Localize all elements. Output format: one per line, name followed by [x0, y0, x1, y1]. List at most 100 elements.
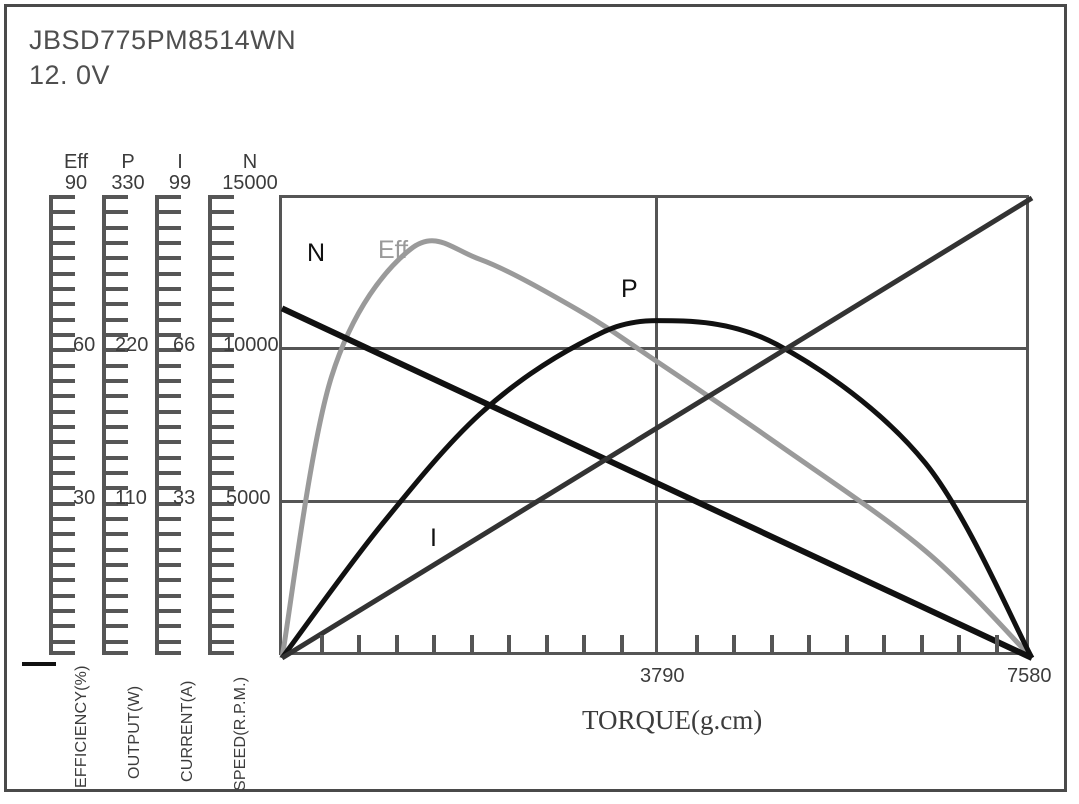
- x-axis-tick: [357, 635, 361, 652]
- scale-tick: [212, 651, 234, 655]
- scale-tick: [159, 256, 181, 260]
- scale-tick: [212, 410, 234, 414]
- motor-voltage-title: 12. 0V: [29, 59, 111, 90]
- scale-tick: [212, 486, 234, 490]
- scale-tick: [212, 256, 234, 260]
- scale-tick: [212, 425, 234, 429]
- x-axis-tick: [432, 635, 436, 652]
- scale-tick: [106, 302, 128, 306]
- scale-tick: [106, 471, 128, 475]
- scale-tick: [53, 640, 75, 644]
- scale-tick: [159, 532, 181, 536]
- curve-canvas: [279, 195, 1035, 661]
- scale-tick: [212, 548, 234, 552]
- scale-tick: [106, 379, 128, 383]
- scale-tick: [53, 226, 75, 230]
- x-axis-tick: [545, 635, 549, 652]
- scale-tick: [212, 318, 234, 322]
- scale-tick: [212, 517, 234, 521]
- scale-tick: [53, 333, 75, 337]
- scale-tick: [53, 364, 75, 368]
- scale-tick: [106, 456, 128, 460]
- scale-tick: [212, 210, 234, 214]
- x-axis-tick: [695, 635, 699, 652]
- scale-tick: [212, 640, 234, 644]
- scale-tick: [53, 456, 75, 460]
- scale-tick: [106, 624, 128, 628]
- scale-tick: [159, 410, 181, 414]
- axis-caption-efficiency: EFFICIENCY(%): [73, 665, 90, 788]
- scale-tick: [212, 272, 234, 276]
- scale-tick: [159, 318, 181, 322]
- scale-tick: [106, 210, 128, 214]
- scale-top-current: 99: [168, 172, 192, 194]
- scale-tick: [159, 651, 181, 655]
- scale-tick: [212, 563, 234, 567]
- scale-tick: [53, 318, 75, 322]
- scale-tick: [106, 425, 128, 429]
- scale-tick: [159, 210, 181, 214]
- scale-tick: [159, 594, 181, 598]
- scale-tick: [53, 578, 75, 582]
- scale-tick: [159, 640, 181, 644]
- x-axis-tick: [395, 635, 399, 652]
- scale-tick: [159, 287, 181, 291]
- scale-tick: [106, 394, 128, 398]
- scale-tick: [106, 640, 128, 644]
- plot-area: [279, 195, 1035, 661]
- x-axis-tick: [807, 635, 811, 652]
- gridline-3790: [655, 198, 658, 652]
- scale-tick: [106, 502, 128, 506]
- scale-tick: [53, 517, 75, 521]
- scale-tick: [212, 241, 234, 245]
- scale-top-efficiency: 90: [64, 172, 88, 194]
- scale-head-speed: N 15000: [210, 152, 290, 194]
- xtick-label-max: 7580: [1007, 665, 1052, 687]
- scale-tick: [106, 578, 128, 582]
- scale-tick: [159, 517, 181, 521]
- scale-tick: [106, 548, 128, 552]
- gridline-10000: [282, 347, 1026, 350]
- scale-tick: [159, 364, 181, 368]
- scale-tick: [159, 241, 181, 245]
- scale-mid-speed: 10000: [223, 334, 279, 356]
- scale-tick: [53, 302, 75, 306]
- x-axis-tick: [995, 635, 999, 652]
- scale-tick: [159, 379, 181, 383]
- scale-tick: [159, 333, 181, 337]
- scale-tick: [53, 532, 75, 536]
- scale-tick: [159, 272, 181, 276]
- scale-top-output: 330: [111, 172, 145, 194]
- scale-tick: [212, 471, 234, 475]
- scale-tick: [159, 578, 181, 582]
- scale-tick: [53, 272, 75, 276]
- x-axis-tick: [882, 635, 886, 652]
- curve-label-i: I: [430, 524, 437, 552]
- scale-tick: [53, 256, 75, 260]
- scale-tick: [106, 517, 128, 521]
- scale-tick: [53, 624, 75, 628]
- scale-tick: [212, 348, 234, 352]
- scale-mid-efficiency: 60: [73, 334, 96, 356]
- scale-tick: [212, 440, 234, 444]
- scale-tick: [212, 379, 234, 383]
- scale-tick: [53, 502, 75, 506]
- scale-tick: [53, 594, 75, 598]
- scale-tick: [106, 486, 128, 490]
- scale-mid-current: 66: [173, 334, 196, 356]
- scale-tick: [159, 609, 181, 613]
- scale-tick: [53, 195, 75, 199]
- axis-caption-current: CURRENT(A): [179, 680, 196, 782]
- curve-label-p: P: [621, 275, 638, 303]
- x-axis-tick: [957, 635, 961, 652]
- scale-tick: [53, 440, 75, 444]
- scale-tick: [212, 333, 234, 337]
- x-axis-tick: [470, 635, 474, 652]
- gridline-5000: [282, 500, 1026, 503]
- x-axis-tick: [620, 635, 624, 652]
- motor-model-title: JBSD775PM8514WN: [29, 25, 297, 55]
- scale-tick: [212, 302, 234, 306]
- scale-tick: [159, 471, 181, 475]
- x-axis-tick: [920, 635, 924, 652]
- curve-p: [279, 318, 1035, 660]
